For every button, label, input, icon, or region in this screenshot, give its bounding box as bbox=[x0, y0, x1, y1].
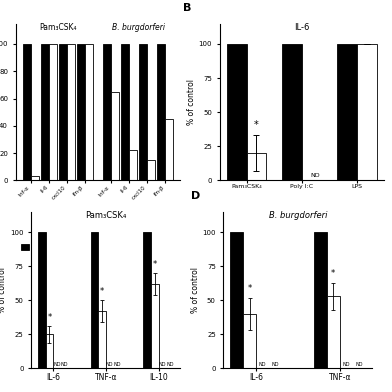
Bar bbox=[85, 44, 93, 180]
Text: *: * bbox=[331, 269, 336, 278]
Text: B. burgdorferi: B. burgdorferi bbox=[269, 211, 327, 220]
Bar bbox=[122, 44, 129, 180]
Bar bbox=[45, 334, 53, 368]
Bar bbox=[41, 44, 49, 180]
Text: ND: ND bbox=[166, 362, 174, 367]
Text: ND: ND bbox=[158, 362, 166, 367]
Text: ND: ND bbox=[106, 362, 113, 367]
Bar bbox=[31, 176, 38, 180]
Text: *: * bbox=[47, 313, 51, 322]
Text: *: * bbox=[152, 260, 157, 269]
Bar bbox=[23, 44, 31, 180]
Text: *: * bbox=[100, 287, 104, 296]
Text: IL-6: IL-6 bbox=[294, 23, 310, 32]
Text: ND: ND bbox=[61, 362, 68, 367]
Text: *: * bbox=[247, 285, 252, 294]
Bar bbox=[38, 232, 45, 368]
Bar bbox=[143, 232, 151, 368]
Bar bbox=[147, 160, 155, 180]
Text: D: D bbox=[191, 191, 200, 201]
Text: ND: ND bbox=[272, 362, 279, 367]
Bar bbox=[98, 311, 106, 368]
Bar bbox=[129, 150, 137, 180]
Bar bbox=[243, 314, 256, 368]
Text: B: B bbox=[183, 3, 192, 13]
Bar bbox=[327, 296, 340, 368]
Text: ND: ND bbox=[259, 362, 266, 367]
Bar bbox=[49, 44, 56, 180]
Text: ND: ND bbox=[356, 362, 363, 367]
Bar bbox=[151, 284, 158, 368]
Text: ND: ND bbox=[53, 362, 61, 367]
Bar bbox=[91, 232, 98, 368]
Bar bbox=[158, 44, 165, 180]
Legend: WT, TLR2-/-: WT, TLR2-/- bbox=[19, 241, 84, 252]
Bar bbox=[103, 44, 111, 180]
Y-axis label: % of control: % of control bbox=[0, 267, 7, 313]
Bar bbox=[140, 44, 147, 180]
Legend: WT, TRIF: WT, TRIF bbox=[223, 241, 279, 252]
Bar bbox=[247, 153, 266, 180]
Bar bbox=[165, 119, 173, 180]
Bar bbox=[357, 44, 377, 180]
Text: *: * bbox=[254, 120, 259, 130]
Text: Pam₃CSK₄: Pam₃CSK₄ bbox=[39, 23, 76, 32]
Y-axis label: % of control: % of control bbox=[191, 267, 200, 313]
Text: ND: ND bbox=[310, 172, 319, 178]
Text: ND: ND bbox=[343, 362, 350, 367]
Text: B. burgdorferi: B. burgdorferi bbox=[112, 23, 165, 32]
Bar bbox=[67, 44, 74, 180]
Bar bbox=[282, 44, 302, 180]
Text: Pam₃CSK₄: Pam₃CSK₄ bbox=[85, 211, 127, 220]
Y-axis label: % of control: % of control bbox=[187, 79, 196, 125]
Bar bbox=[59, 44, 67, 180]
Bar bbox=[314, 232, 327, 368]
Text: ND: ND bbox=[113, 362, 121, 367]
Bar bbox=[111, 92, 119, 180]
Bar bbox=[77, 44, 85, 180]
Bar bbox=[227, 44, 247, 180]
Bar bbox=[230, 232, 243, 368]
Bar bbox=[338, 44, 357, 180]
